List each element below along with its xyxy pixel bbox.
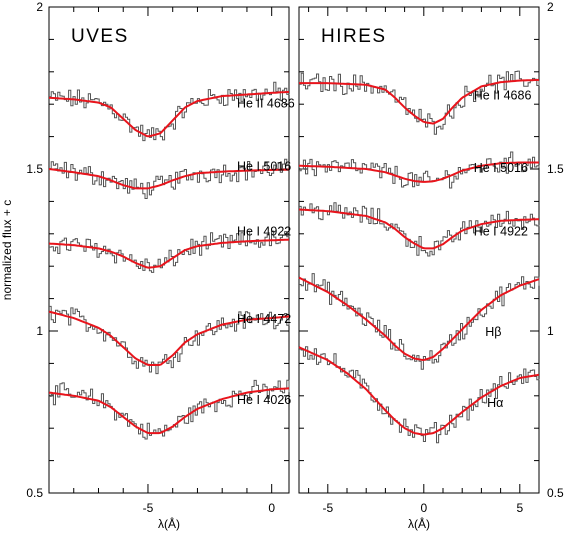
hires-x-tick-label: -5 [322,501,333,515]
hires-fit-line [299,161,539,183]
hires-observed-spectrum [299,346,540,444]
uves-x-tick-label: 0 [268,501,275,515]
uves-fit-line [48,310,290,366]
uves-line-label: He I 4472 [237,312,291,326]
y-axis-title: normalized flux + c [0,200,14,300]
y-tick-label-left: 2 [36,0,43,14]
y-tick-label-right: 0.5 [547,486,564,500]
hires-panel: HIRES λ(Å) -5 0 5 0.5 1 1.5 2 He II 4686 He I 50… [298,0,564,531]
uves-observed-spectrum [49,81,290,142]
uves-line-label: He II 4686 [237,96,295,110]
uves-fit-line [48,387,290,435]
hires-observed-spectrum [299,70,540,135]
hires-panel-frame [298,6,540,494]
uves-panel-title: UVES [71,26,129,47]
y-tick-label-left: 0.5 [26,486,43,500]
uves-x-axis-title: λ(Å) [158,516,180,531]
y-tick-label-left: 1.5 [26,162,43,176]
hires-observed-spectrum [299,202,540,257]
hires-line-label: Hα [487,396,503,410]
hires-x-tick-label: 0 [420,501,427,515]
uves-x-tick-label: -5 [143,501,154,515]
uves-fit-line [48,168,290,190]
hires-line-label: Hβ [485,325,501,339]
hires-x-tick-label: 5 [516,501,523,515]
uves-line-label: He I 4026 [237,393,291,407]
y-tick-label-right: 2 [547,0,554,14]
hires-panel-title: HIRES [321,26,387,47]
uves-observed-spectrum [49,379,290,440]
uves-observed-spectrum [49,158,290,199]
hires-fit-line [298,208,540,250]
uves-fit-line [48,90,290,138]
uves-panel: UVES λ(Å) normalized flux + c -5 0 0.5 1 1.5… [0,0,295,531]
uves-line-label: He I 5016 [237,160,291,174]
y-tick-label-left: 1 [36,324,43,338]
uves-observed-spectrum [49,230,290,273]
hires-line-label: He II 4686 [474,88,532,102]
uves-line-label: He I 4922 [237,224,291,238]
hires-fit-line [298,346,540,436]
hires-line-label: He I 5016 [474,161,528,175]
uves-observed-spectrum [49,305,290,375]
hires-fit-line [299,78,540,125]
hires-observed-spectrum [299,273,540,370]
y-tick-label-right: 1 [547,324,554,338]
hires-line-label: He I 4922 [474,224,528,238]
y-tick-label-right: 1.5 [547,162,564,176]
hires-fit-line [298,276,540,362]
hires-x-axis-title: λ(Å) [408,516,430,531]
uves-panel-frame [48,6,290,494]
hires-observed-spectrum [299,151,540,189]
uves-fit-line [48,238,290,269]
